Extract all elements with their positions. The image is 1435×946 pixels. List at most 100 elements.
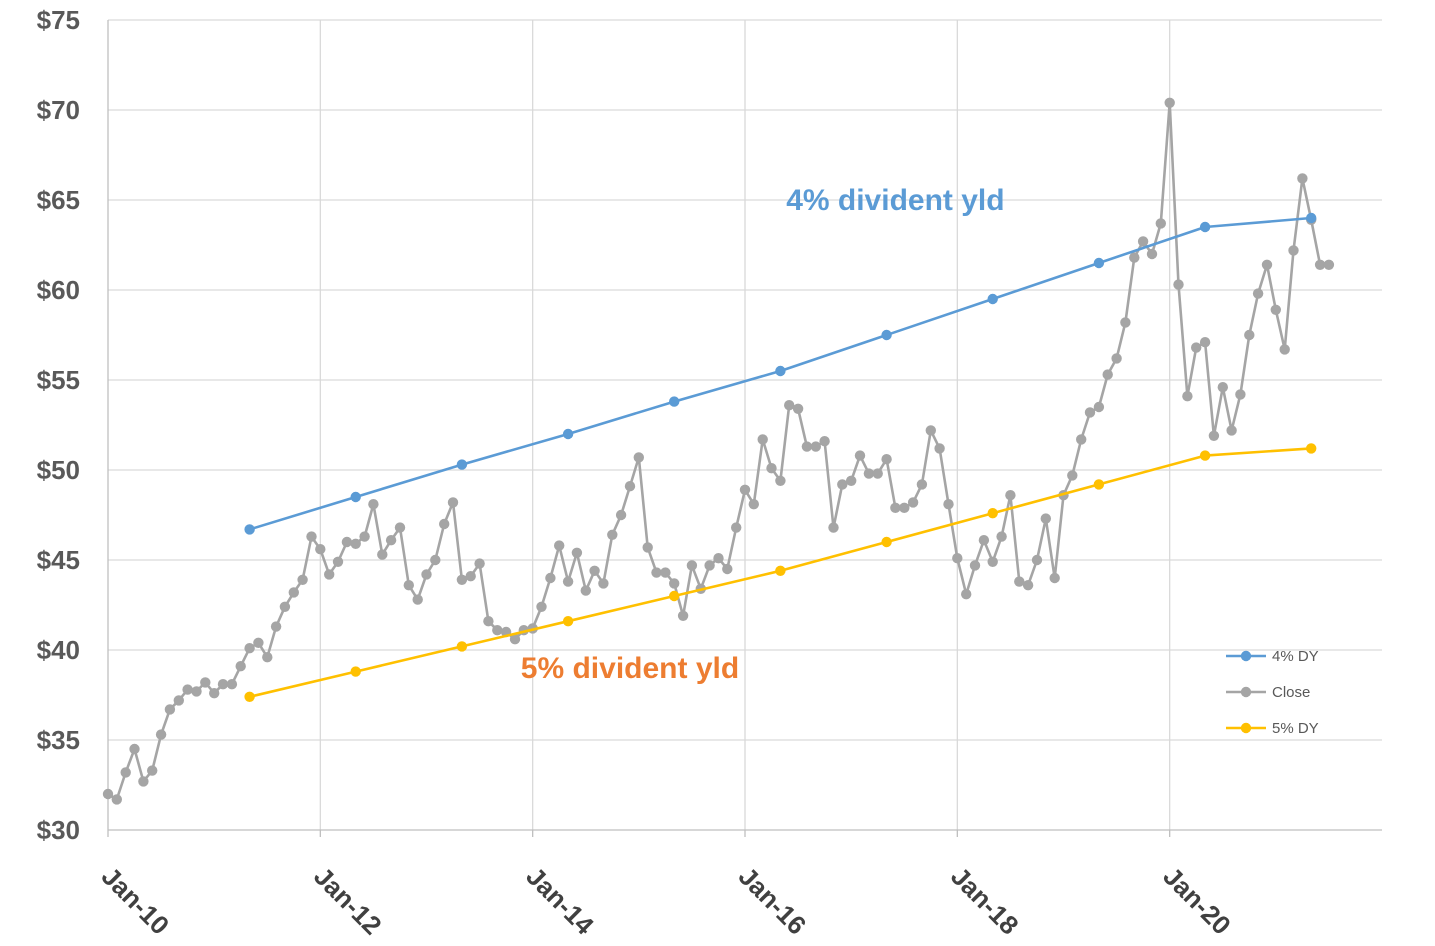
data-point-close (607, 529, 618, 540)
data-point-close (846, 475, 857, 486)
data-point-close (766, 463, 777, 474)
data-point-close (1067, 470, 1078, 481)
data-point-close (456, 574, 468, 585)
data-point-4-dy (1093, 257, 1105, 269)
data-point-close (1155, 218, 1167, 229)
data-point-close (324, 569, 335, 580)
data-point-close (704, 560, 715, 571)
data-point-close (669, 578, 680, 589)
data-point-close (1297, 173, 1308, 184)
data-point-close (801, 441, 813, 452)
x-tick-label: Jan-10 (96, 861, 175, 940)
legend-swatch-marker (1240, 650, 1252, 662)
data-point-4-dy (456, 459, 468, 470)
series-lines (102, 97, 1335, 805)
data-point-close (1022, 580, 1034, 591)
data-point-4-dy (244, 524, 255, 535)
data-point-4-dy (987, 293, 998, 305)
data-point-close (129, 743, 140, 755)
data-point-close (394, 522, 406, 533)
data-point-close (1244, 329, 1255, 341)
data-point-close (1235, 389, 1246, 400)
data-point-close (465, 571, 476, 582)
legend-swatch-marker (1240, 722, 1252, 734)
data-point-close (1137, 236, 1149, 247)
data-point-close (350, 538, 361, 549)
data-point-close (191, 686, 202, 697)
data-point-close (1208, 430, 1220, 441)
data-point-close (1120, 317, 1131, 328)
data-point-close (854, 450, 866, 461)
data-point-4-dy (775, 365, 786, 377)
data-point-close (677, 610, 689, 621)
data-point-close (978, 535, 990, 546)
data-point-4-dy (669, 396, 680, 407)
data-point-close (297, 574, 308, 585)
data-point-close (890, 502, 901, 513)
data-point-close (633, 452, 644, 463)
data-point-close (1005, 490, 1016, 501)
data-point-close (554, 540, 565, 551)
data-point-close (1323, 259, 1335, 270)
data-point-5-dy (1093, 479, 1105, 490)
data-point-close (598, 578, 609, 589)
data-point-close (748, 499, 759, 510)
data-point-close (943, 499, 954, 510)
data-point-close (447, 497, 459, 508)
data-point-close (147, 765, 158, 776)
y-axis-tick-labels: $30 $35 $40 $45 $50 $55 $60 $65 $70 $75 (37, 5, 80, 845)
data-point-close (341, 536, 353, 548)
data-point-close (969, 560, 981, 571)
y-tick-label: $45 (37, 545, 80, 575)
data-point-close (1084, 407, 1096, 418)
data-point-close (925, 425, 936, 436)
data-point-close (332, 556, 344, 567)
data-point-5-dy (1199, 450, 1211, 461)
legend-entry-5-dy: 5% DY (1226, 720, 1319, 737)
axes (107, 20, 1382, 837)
data-point-close (739, 484, 751, 495)
data-point-close (1226, 425, 1237, 436)
data-point-close (916, 479, 928, 490)
x-tick-label: Jan-20 (1157, 861, 1236, 940)
data-point-close (368, 499, 379, 510)
data-point-close (403, 580, 414, 591)
legend: 4% DY Close 5% DY (1226, 648, 1319, 737)
data-point-close (1199, 337, 1211, 348)
data-point-close (1049, 572, 1060, 584)
annotations: 4% divident yld 5% divident yld (521, 184, 1005, 685)
y-tick-label: $55 (37, 365, 80, 395)
data-point-5-dy (244, 691, 255, 702)
data-point-close (439, 518, 450, 530)
data-point-close (1173, 279, 1184, 290)
data-point-close (872, 468, 883, 479)
x-tick-label: Jan-12 (308, 861, 387, 940)
y-tick-label: $65 (37, 185, 80, 215)
data-point-close (288, 587, 299, 598)
y-tick-label: $50 (37, 455, 80, 485)
data-point-close (421, 569, 432, 580)
data-point-close (899, 502, 910, 513)
legend-label: 4% DY (1272, 648, 1319, 665)
data-point-close (1191, 342, 1202, 353)
data-point-close (138, 776, 149, 787)
series-5-dy (244, 443, 1317, 702)
data-point-close (987, 556, 998, 567)
data-point-close (731, 522, 742, 533)
data-point-close (377, 549, 388, 560)
data-point-close (474, 558, 485, 569)
data-point-close (996, 531, 1007, 542)
data-point-close (828, 522, 839, 533)
data-point-4-dy (1306, 212, 1317, 224)
data-point-close (182, 684, 193, 695)
data-point-close (412, 594, 423, 605)
series-line-close (107, 101, 1329, 801)
data-point-close (907, 497, 919, 508)
data-point-close (1261, 259, 1273, 270)
data-point-close (1270, 304, 1282, 315)
data-point-close (111, 794, 123, 805)
data-point-5-dy (1306, 443, 1317, 454)
data-point-5-dy (456, 641, 468, 652)
data-point-close (1102, 369, 1113, 380)
data-point-close (1146, 248, 1158, 260)
